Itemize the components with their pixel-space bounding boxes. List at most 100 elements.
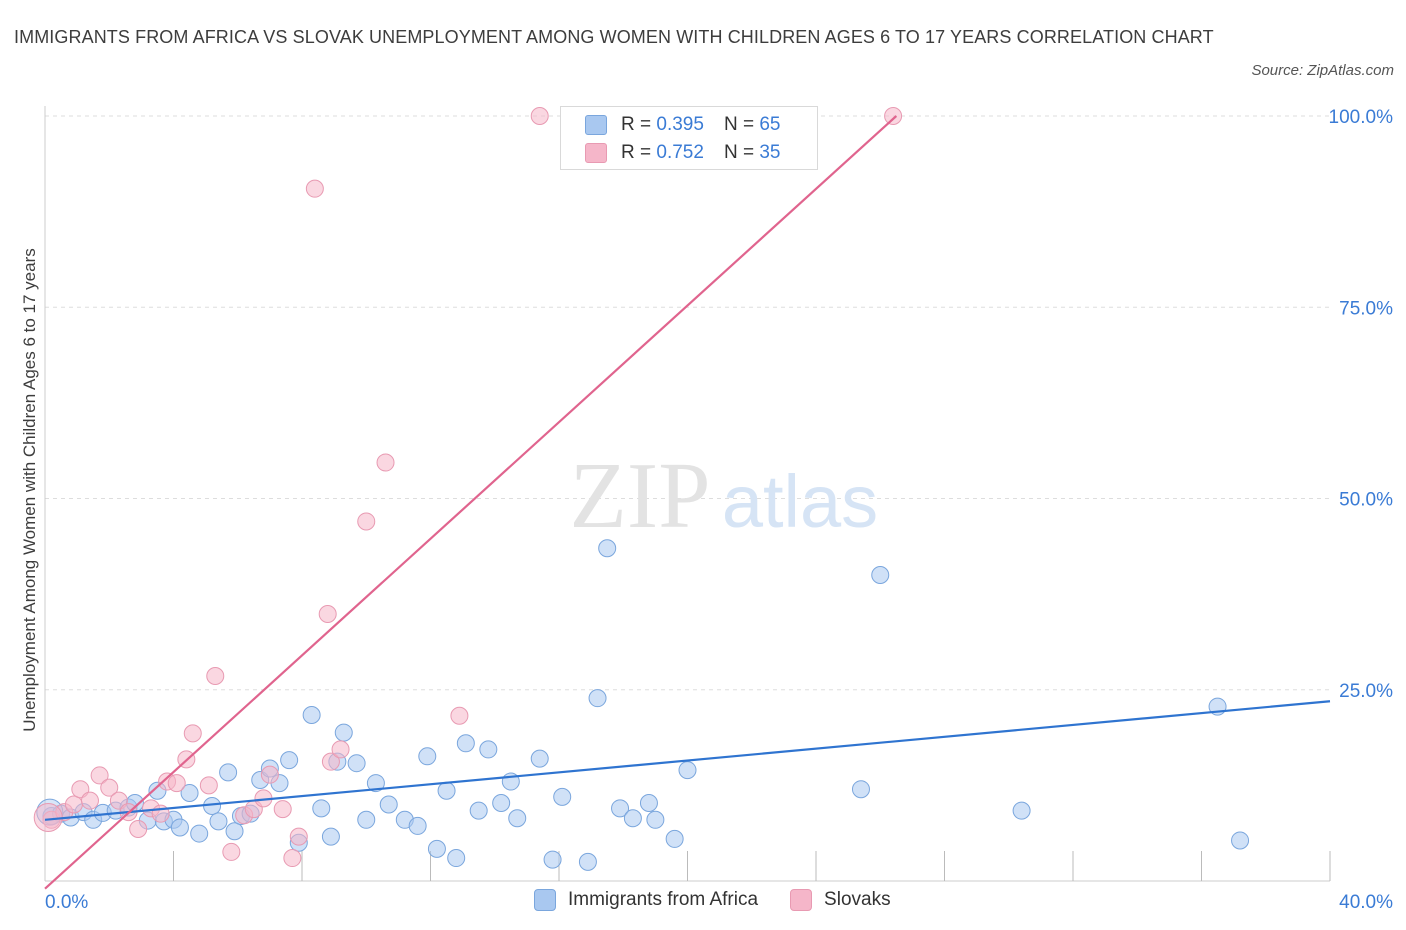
- africa-point: [190, 824, 209, 843]
- africa-point: [665, 829, 684, 848]
- slovak-point: [199, 776, 218, 795]
- slovak-swatch: [585, 143, 607, 163]
- slovak-trendline: [44, 115, 898, 890]
- africa-legend-label: Immigrants from Africa: [568, 889, 759, 910]
- africa-n-value: 65: [759, 114, 781, 135]
- slovak-point: [273, 800, 292, 819]
- y-axis-label-wrap: Unemployment Among Women with Children A…: [18, 100, 42, 880]
- africa-point: [598, 539, 617, 558]
- slovak-point: [283, 849, 302, 868]
- slovak-point: [183, 724, 202, 743]
- y-tick-label: 100.0%: [1329, 107, 1394, 128]
- slovak-point: [206, 666, 225, 685]
- africa-point: [543, 850, 562, 869]
- stats-legend-row-slovak: R = 0.752 N = 35: [585, 141, 780, 165]
- r-label: R =: [621, 114, 652, 135]
- x-tick-label: 0.0%: [45, 892, 88, 913]
- africa-point: [469, 801, 488, 820]
- r-label: R =: [621, 142, 652, 163]
- slovak-point: [71, 780, 90, 799]
- africa-point: [418, 747, 437, 766]
- gridlines: [45, 115, 1330, 691]
- africa-point: [170, 818, 189, 837]
- africa-point: [366, 774, 385, 793]
- africa-point: [646, 810, 665, 829]
- africa-point: [219, 763, 238, 782]
- stats-legend-row-africa: R = 0.395 N = 65: [585, 113, 780, 137]
- africa-point: [302, 705, 321, 724]
- x-tick-label: 40.0%: [1339, 892, 1393, 913]
- africa-point: [321, 827, 340, 846]
- africa-point: [578, 852, 597, 871]
- slovak-point: [109, 791, 128, 810]
- stats-legend: R = 0.395 N = 65 R = 0.752 N = 35: [560, 106, 818, 170]
- africa-point: [508, 809, 527, 828]
- slovak-point: [331, 740, 350, 759]
- slovak-point: [129, 819, 148, 838]
- chart-title: IMMIGRANTS FROM AFRICA VS SLOVAK UNEMPLO…: [14, 27, 1214, 47]
- africa-point: [588, 689, 607, 708]
- africa-point: [427, 839, 446, 858]
- slovak-point: [260, 765, 279, 784]
- africa-point: [611, 799, 630, 818]
- africa-point: [678, 761, 697, 780]
- africa-point: [871, 566, 890, 584]
- africa-swatch: [585, 115, 607, 135]
- slovak-point: [884, 107, 903, 125]
- slovak-point: [167, 774, 186, 793]
- africa-points: [36, 539, 1250, 871]
- africa-point: [357, 810, 376, 829]
- slovak-point: [318, 605, 337, 624]
- africa-point: [1231, 831, 1250, 850]
- africa-point: [225, 822, 244, 841]
- slovak-point: [321, 752, 340, 771]
- slovak-point: [80, 791, 99, 810]
- tick-labels: 25.0% 50.0% 75.0% 100.0% 0.0% 40.0%: [45, 107, 1393, 913]
- legend-item-slovak[interactable]: Slovaks: [790, 889, 891, 911]
- africa-point: [851, 780, 870, 799]
- africa-point: [408, 816, 427, 835]
- legend-item-africa[interactable]: Immigrants from Africa: [534, 889, 758, 911]
- slovak-legend-label: Slovaks: [824, 889, 891, 910]
- slovak-point: [222, 842, 241, 861]
- slovak-point: [376, 453, 395, 472]
- slovak-legend-swatch: [790, 889, 813, 911]
- africa-r-value: 0.395: [656, 114, 704, 135]
- africa-trendline: [44, 700, 1331, 821]
- africa-legend-swatch: [534, 889, 556, 911]
- africa-point: [479, 740, 498, 759]
- series-legend: Immigrants from Africa Slovaks: [534, 889, 923, 911]
- trendlines: [44, 115, 1331, 890]
- watermark: ZIP atlas: [570, 444, 879, 548]
- y-axis-label: Unemployment Among Women with Children A…: [20, 248, 39, 732]
- africa-point: [1012, 801, 1031, 820]
- slovak-r-value: 0.752: [656, 142, 704, 163]
- africa-point: [437, 781, 456, 800]
- africa-point: [209, 812, 228, 831]
- africa-point: [623, 809, 642, 828]
- y-tick-label: 50.0%: [1339, 490, 1393, 511]
- africa-point: [492, 793, 511, 812]
- watermark-atlas: atlas: [722, 460, 878, 543]
- slovak-n-value: 35: [759, 142, 781, 163]
- africa-point: [639, 793, 658, 812]
- axes: [44, 106, 1331, 882]
- africa-point: [530, 749, 549, 768]
- slovak-point: [64, 795, 83, 814]
- y-tick-label: 25.0%: [1339, 681, 1393, 702]
- watermark-zip: ZIP: [570, 444, 711, 548]
- n-label: N =: [723, 114, 755, 135]
- slovak-point: [530, 107, 549, 125]
- africa-point: [553, 787, 572, 806]
- africa-point: [280, 751, 299, 770]
- chart-source: Source: ZipAtlas.com: [1251, 62, 1394, 79]
- africa-point: [456, 734, 475, 753]
- slovak-point: [100, 778, 119, 797]
- y-tick-label: 75.0%: [1339, 298, 1393, 319]
- slovak-point: [90, 766, 109, 785]
- africa-point: [334, 723, 353, 742]
- africa-point: [447, 849, 466, 868]
- slovak-point: [289, 827, 308, 846]
- n-label: N =: [723, 142, 755, 163]
